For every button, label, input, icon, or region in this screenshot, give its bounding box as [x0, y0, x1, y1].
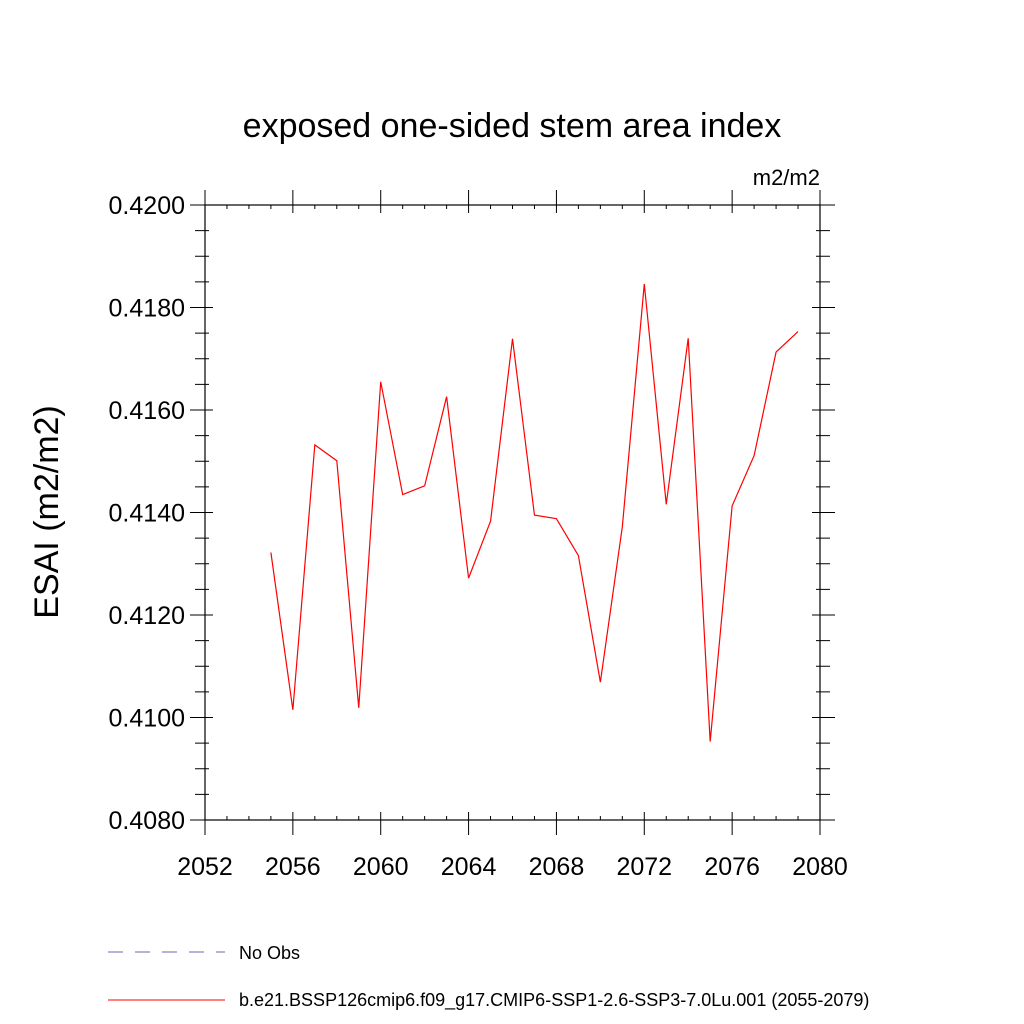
y-tick-label: 0.4180 — [109, 295, 185, 323]
legend: No Obs b.e21.BSSP126cmip6.f09_g17.CMIP6-… — [108, 943, 869, 1011]
y-axis-ticks — [190, 204, 835, 821]
x-tick-label: 2068 — [529, 853, 585, 881]
chart-title: exposed one-sided stem area index — [243, 107, 782, 145]
y-tick-label: 0.4100 — [109, 705, 185, 733]
y-tick-label: 0.4160 — [109, 397, 185, 425]
x-tick-label: 2052 — [177, 853, 233, 881]
y-tick-label: 0.4140 — [109, 500, 185, 528]
series-line-0 — [270, 283, 799, 742]
plot-frame-rect — [204, 204, 821, 821]
x-tick-label: 2056 — [265, 853, 321, 881]
y-tick-label: 0.4080 — [109, 807, 185, 835]
x-tick-label: 2072 — [616, 853, 672, 881]
legend-no-obs-label: No Obs — [239, 943, 300, 963]
y-tick-label: 0.4120 — [109, 602, 185, 630]
x-axis-ticks — [204, 190, 821, 835]
y-axis-tick-labels: 0.4080 0.4100 0.4120 0.4140 0.4160 0.4180 0.42… — [109, 192, 185, 835]
units-label: m2/m2 — [753, 165, 820, 190]
x-axis-tick-labels: 2052 2056 2060 2064 2068 2072 2076 2080 — [177, 853, 848, 881]
x-tick-label: 2060 — [353, 853, 409, 881]
x-tick-label: 2076 — [704, 853, 760, 881]
legend-series-label: b.e21.BSSP126cmip6.f09_g17.CMIP6-SSP1-2.… — [239, 990, 869, 1011]
data-series-group — [270, 283, 799, 742]
y-tick-label: 0.4200 — [109, 192, 185, 220]
x-tick-label: 2080 — [792, 853, 848, 881]
plot-frame — [204, 204, 821, 821]
y-axis-label: ESAI (m2/m2) — [28, 405, 66, 618]
x-tick-label: 2064 — [441, 853, 497, 881]
